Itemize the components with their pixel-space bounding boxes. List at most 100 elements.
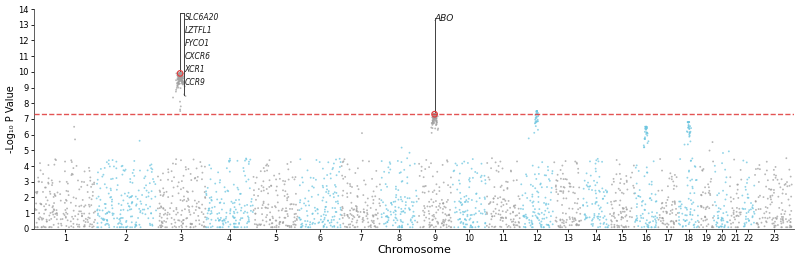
Point bbox=[419, 184, 432, 188]
Point bbox=[683, 220, 696, 224]
Point bbox=[41, 220, 54, 224]
Point bbox=[656, 201, 669, 205]
Point bbox=[122, 208, 134, 212]
Point bbox=[768, 173, 781, 177]
Point bbox=[228, 201, 241, 205]
Point bbox=[438, 205, 450, 209]
Point bbox=[415, 165, 428, 169]
Point bbox=[32, 175, 45, 180]
Point bbox=[186, 204, 198, 209]
Point bbox=[260, 187, 273, 191]
Point bbox=[175, 75, 188, 79]
Point bbox=[361, 211, 374, 215]
Point bbox=[104, 187, 117, 191]
Point bbox=[171, 78, 184, 82]
Point bbox=[572, 167, 585, 171]
Point bbox=[30, 191, 43, 195]
Point bbox=[398, 211, 411, 215]
Point bbox=[708, 218, 721, 223]
Point bbox=[642, 225, 654, 229]
Point bbox=[566, 217, 579, 221]
Point bbox=[656, 221, 669, 225]
Point bbox=[114, 221, 127, 226]
Point bbox=[294, 225, 307, 229]
Point bbox=[656, 188, 669, 193]
Point bbox=[496, 166, 509, 170]
Point bbox=[681, 207, 694, 212]
Point bbox=[79, 203, 92, 207]
Point bbox=[161, 213, 174, 217]
Point bbox=[682, 120, 694, 124]
Point bbox=[526, 192, 538, 197]
Point bbox=[171, 84, 184, 88]
Point bbox=[783, 168, 796, 172]
Point bbox=[720, 175, 733, 179]
Point bbox=[54, 192, 66, 196]
Point bbox=[224, 207, 237, 211]
Point bbox=[666, 175, 678, 179]
Point bbox=[554, 177, 567, 181]
Point bbox=[231, 186, 244, 190]
Point bbox=[674, 157, 686, 161]
Point bbox=[593, 189, 606, 193]
Point bbox=[730, 206, 743, 210]
Point bbox=[453, 199, 466, 203]
Point bbox=[429, 114, 442, 118]
Point bbox=[632, 194, 645, 198]
Point bbox=[196, 171, 209, 175]
Point bbox=[297, 180, 310, 185]
Point bbox=[676, 225, 689, 229]
Point bbox=[321, 173, 334, 177]
Point bbox=[507, 222, 520, 227]
Point bbox=[393, 225, 406, 229]
Point bbox=[429, 216, 442, 221]
Point bbox=[134, 139, 146, 143]
Point bbox=[426, 121, 438, 125]
Point bbox=[212, 170, 225, 174]
Point bbox=[340, 225, 353, 229]
Point bbox=[332, 194, 345, 198]
Point bbox=[176, 76, 189, 80]
Point bbox=[761, 206, 774, 210]
Point bbox=[99, 206, 112, 210]
Point bbox=[288, 212, 301, 216]
Point bbox=[530, 109, 543, 113]
Point bbox=[781, 220, 794, 224]
Point bbox=[95, 225, 108, 229]
Point bbox=[226, 201, 239, 205]
Point bbox=[586, 218, 598, 223]
Point bbox=[579, 214, 592, 218]
Point bbox=[175, 75, 188, 80]
Point bbox=[654, 213, 666, 217]
Point bbox=[177, 76, 190, 80]
Point bbox=[203, 163, 216, 167]
Point bbox=[673, 215, 686, 219]
Point bbox=[779, 192, 792, 196]
Point bbox=[532, 190, 545, 194]
Point bbox=[304, 220, 317, 224]
Point bbox=[734, 168, 747, 172]
Point bbox=[375, 176, 388, 180]
Text: XCR1: XCR1 bbox=[185, 65, 205, 74]
Point bbox=[151, 174, 164, 179]
Point bbox=[488, 225, 501, 229]
Point bbox=[622, 225, 635, 229]
Point bbox=[780, 156, 793, 160]
Point bbox=[316, 198, 329, 203]
Point bbox=[742, 219, 755, 223]
Point bbox=[448, 168, 461, 173]
Point bbox=[634, 188, 646, 192]
Point bbox=[82, 215, 94, 220]
Point bbox=[173, 79, 186, 83]
Point bbox=[234, 192, 246, 196]
Point bbox=[418, 191, 431, 195]
Point bbox=[366, 177, 378, 181]
Point bbox=[151, 206, 164, 211]
Point bbox=[698, 215, 711, 219]
Point bbox=[602, 223, 615, 228]
Point bbox=[771, 223, 784, 227]
Point bbox=[214, 200, 226, 205]
Point bbox=[162, 170, 174, 174]
Point bbox=[556, 163, 569, 168]
Point bbox=[138, 207, 150, 212]
